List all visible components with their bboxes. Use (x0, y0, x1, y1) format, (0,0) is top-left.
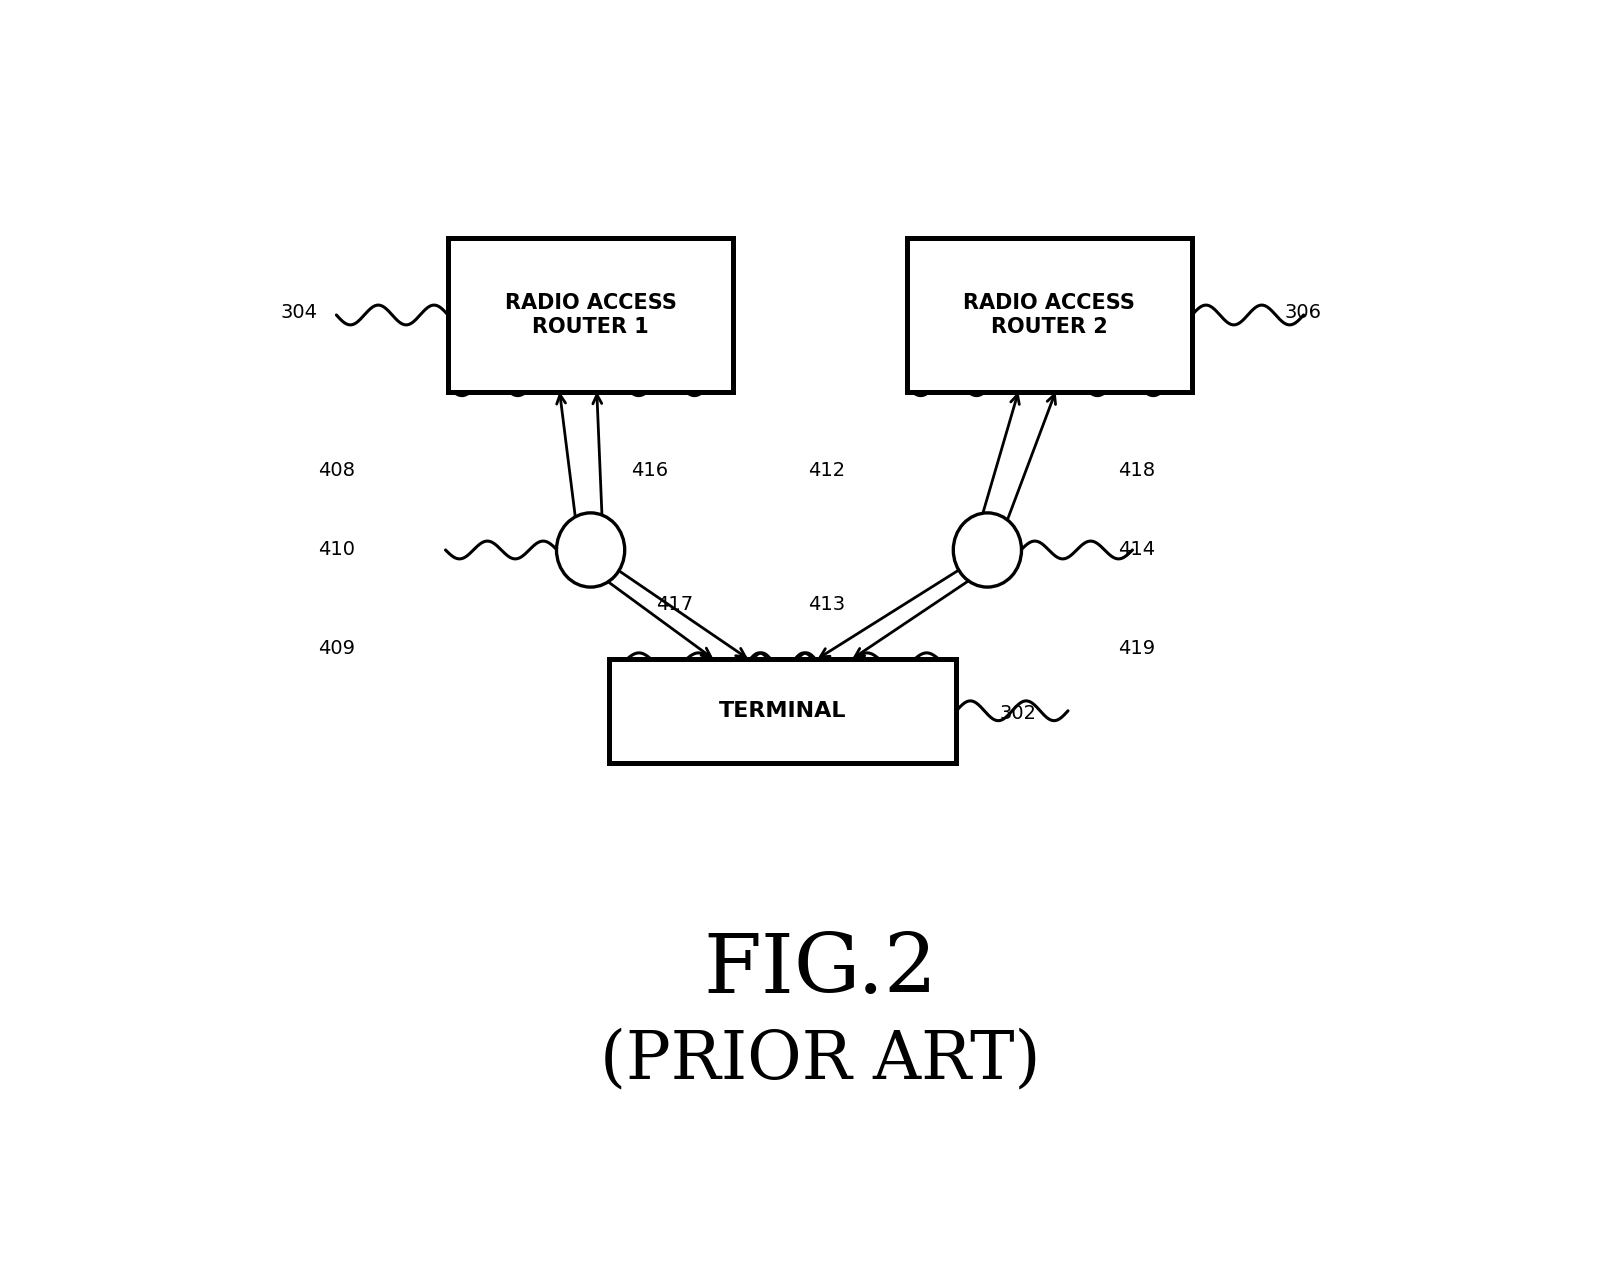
Text: 418: 418 (1117, 461, 1155, 481)
Text: 414: 414 (1117, 541, 1155, 559)
Text: 408: 408 (318, 461, 355, 481)
Text: 304: 304 (280, 303, 317, 323)
Text: 416: 416 (632, 461, 669, 481)
Text: 410: 410 (318, 541, 355, 559)
Text: 417: 417 (656, 595, 693, 614)
Text: 306: 306 (1285, 303, 1322, 323)
Text: 409: 409 (318, 640, 355, 658)
Text: 413: 413 (808, 595, 845, 614)
Text: RADIO ACCESS
ROUTER 1: RADIO ACCESS ROUTER 1 (504, 293, 677, 337)
Ellipse shape (954, 513, 1021, 587)
Bar (907, 238, 1192, 392)
Ellipse shape (557, 513, 624, 587)
Text: RADIO ACCESS
ROUTER 2: RADIO ACCESS ROUTER 2 (963, 293, 1136, 337)
Bar (610, 659, 957, 763)
Text: 412: 412 (808, 461, 845, 481)
Text: 302: 302 (1000, 704, 1037, 722)
Text: FIG.2: FIG.2 (702, 930, 938, 1010)
Bar (448, 238, 733, 392)
Text: TERMINAL: TERMINAL (718, 700, 846, 721)
Text: (PRIOR ART): (PRIOR ART) (600, 1027, 1040, 1092)
Text: 419: 419 (1117, 640, 1155, 658)
